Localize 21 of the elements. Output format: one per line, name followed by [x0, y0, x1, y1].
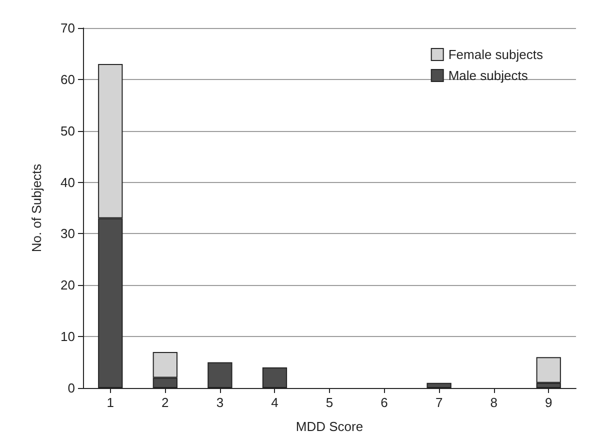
x-tick-label: 2: [162, 395, 169, 410]
y-tick-label: 60: [60, 72, 75, 87]
y-tick-label: 20: [60, 278, 75, 293]
y-tick-label: 40: [60, 174, 75, 190]
x-tick-label: 4: [271, 395, 278, 410]
y-axis-title: No. of Subjects: [29, 163, 44, 252]
x-tick-label: 5: [326, 395, 334, 410]
legend-label: Female subjects: [448, 47, 544, 62]
y-tick-label: 30: [60, 226, 75, 242]
x-tick-label: 3: [216, 395, 224, 410]
y-tick-label: 0: [68, 380, 75, 396]
x-tick-label: 6: [380, 395, 388, 410]
y-tick-label: 50: [60, 123, 75, 138]
x-tick-label: 1: [106, 395, 114, 410]
x-tick-label: 7: [435, 395, 443, 410]
x-tick-label: 9: [544, 395, 552, 410]
x-tick-label: 8: [490, 395, 498, 410]
x-axis-title: MDD Score: [296, 419, 364, 434]
y-tick-label: 10: [60, 329, 75, 344]
y-tick-label: 70: [60, 20, 75, 36]
legend-label: Male subjects: [448, 68, 528, 83]
